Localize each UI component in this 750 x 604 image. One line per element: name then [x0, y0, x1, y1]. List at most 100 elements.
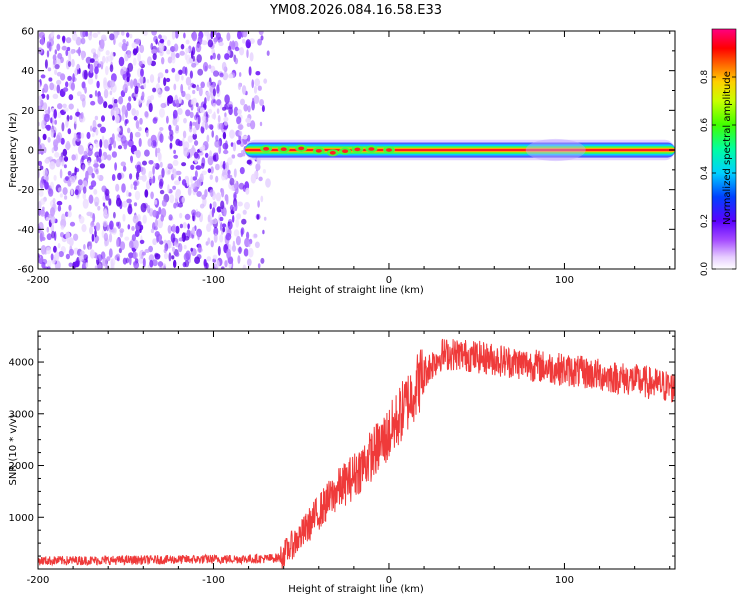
- spectrogram-noise-blob: [192, 133, 197, 140]
- spectrogram-noise-blob: [53, 174, 57, 181]
- spectrogram-noise-blob: [185, 109, 191, 117]
- spectrogram-noise-blob: [195, 86, 201, 91]
- spectrogram-noise-blob: [175, 225, 180, 234]
- spectrogram-noise-blob: [54, 64, 60, 70]
- spectrogram-noise-blob: [84, 86, 87, 94]
- spectrogram-noise-blob: [130, 155, 133, 162]
- spectrogram-noise-blob: [82, 198, 89, 209]
- spectrogram-noise-blob: [56, 34, 61, 40]
- spectrogram-noise-blob: [124, 236, 130, 241]
- spectrogram-noise-blob: [41, 119, 46, 130]
- spectrogram-signal-wobble-core: [368, 147, 375, 151]
- spectrogram-noise-blob: [253, 95, 260, 104]
- spectrogram-noise-blob: [174, 31, 179, 39]
- spectrogram-noise-blob: [59, 168, 63, 179]
- spectrogram-noise-blob: [218, 145, 222, 155]
- spectrogram-noise-blob: [57, 52, 63, 60]
- spectrogram-noise-blob: [87, 160, 91, 166]
- spectrogram-noise-blob: [120, 135, 127, 144]
- spectrogram-noise-blob: [242, 135, 248, 140]
- spectrogram-noise-blob: [172, 185, 177, 190]
- spectrogram-noise-blob: [114, 162, 117, 171]
- spectrogram-noise-blob: [232, 240, 236, 249]
- spectrogram-noise-blob: [50, 128, 55, 138]
- spectrogram-noise-blob: [83, 69, 88, 80]
- spectrogram-noise-blob: [224, 94, 230, 104]
- spectrogram-noise-blob: [121, 183, 126, 193]
- spectrogram-noise-blob: [40, 245, 47, 255]
- spectrogram-noise-blob: [66, 238, 71, 245]
- spectrogram-noise-blob: [212, 88, 216, 97]
- spectrogram-noise-blob: [235, 235, 241, 246]
- spectrogram-noise-blob: [179, 223, 183, 229]
- spectrogram-noise-blob: [67, 210, 72, 218]
- spectrogram-noise-blob: [41, 261, 46, 269]
- spectrogram-noise-blob: [188, 125, 193, 133]
- spectrogram-noise-blob: [171, 255, 175, 260]
- spectrogram-noise-blob: [102, 55, 106, 64]
- spectrogram-noise-blob: [39, 31, 45, 39]
- spectrogram-noise-blob: [111, 174, 116, 181]
- spectrogram-noise-blob: [244, 201, 250, 210]
- spectrogram-noise-blob: [236, 116, 242, 125]
- spectrogram-noise-blob: [52, 93, 59, 100]
- spectrogram-noise-blob: [66, 46, 71, 52]
- spectrogram-noise-blob: [38, 136, 41, 146]
- spectrogram-noise-blob: [210, 31, 214, 40]
- spectrogram-noise-blob: [60, 225, 65, 230]
- spectrogram-noise-blob: [227, 169, 231, 176]
- spectrogram-noise-blob: [61, 122, 65, 132]
- spectrogram-noise-blob: [171, 55, 176, 64]
- spectrogram-noise-blob: [153, 35, 158, 43]
- spectrogram-noise-blob: [39, 230, 45, 241]
- spectrogram-noise-blob: [135, 38, 141, 45]
- spectrogram-noise-blob: [123, 143, 128, 150]
- spectrogram-noise-blob: [155, 147, 158, 158]
- spectrogram-noise-blob: [182, 66, 187, 74]
- spectrogram-noise-blob: [216, 206, 222, 213]
- spectrogram-noise-blob: [74, 166, 77, 176]
- spectrogram-noise-blob: [172, 118, 178, 126]
- spectrogram-noise-blob: [126, 102, 132, 111]
- spectrogram-noise-blob: [50, 32, 54, 38]
- spectrogram-noise-blob: [201, 170, 207, 176]
- spectrogram-noise-blob: [126, 32, 130, 38]
- spectrogram-noise-blob: [72, 73, 75, 83]
- spectrogram-noise-blob: [125, 257, 130, 264]
- spectrogram-noise-blob: [221, 223, 227, 228]
- spectrogram-noise-blob: [217, 53, 221, 61]
- spectrogram-noise-blob: [201, 194, 207, 200]
- spectrogram-noise-blob: [156, 147, 161, 154]
- spectrogram-noise-blob: [133, 57, 137, 66]
- spectrogram-noise-blob: [227, 221, 233, 230]
- spectrogram-noise-blob: [144, 149, 150, 157]
- spectrogram-y-tick-label: 60: [21, 27, 34, 38]
- spectrogram-noise-blob: [134, 85, 139, 95]
- spectrogram-noise-blob: [108, 198, 112, 206]
- spectrogram-noise-blob: [70, 82, 75, 91]
- spectrogram-noise-blob: [239, 139, 245, 147]
- spectrogram-noise-blob: [218, 41, 224, 47]
- spectrogram-noise-blob: [100, 126, 106, 133]
- spectrogram-x-tick-label: 0: [386, 275, 392, 286]
- spectrogram-noise-blob: [91, 132, 95, 138]
- spectrogram-noise-blob: [186, 229, 191, 239]
- spectrogram-noise-blob: [61, 213, 66, 224]
- spectrogram-noise-blob: [103, 232, 109, 242]
- spectrogram-noise-blob: [133, 115, 138, 121]
- spectrogram-noise-blob: [119, 228, 125, 234]
- spectrogram-noise-blob: [67, 170, 72, 176]
- spectrogram-noise-blob: [53, 109, 57, 119]
- spectrogram-noise-blob: [113, 140, 117, 149]
- spectrogram-noise-blob: [215, 163, 220, 171]
- spectrogram-noise-blob: [96, 254, 103, 262]
- colorbar-tick-label: 0.0: [700, 262, 710, 277]
- spectrogram-noise-blob: [103, 77, 108, 86]
- spectrogram-noise-blob: [168, 252, 172, 262]
- spectrogram-noise-blob: [190, 247, 193, 252]
- spectrogram-noise-blob: [133, 239, 139, 250]
- spectrogram-noise-blob: [191, 84, 197, 89]
- spectrogram-noise-blob: [243, 248, 249, 257]
- spectrogram-noise-blob: [57, 103, 63, 110]
- spectrogram-noise-blob: [189, 111, 194, 119]
